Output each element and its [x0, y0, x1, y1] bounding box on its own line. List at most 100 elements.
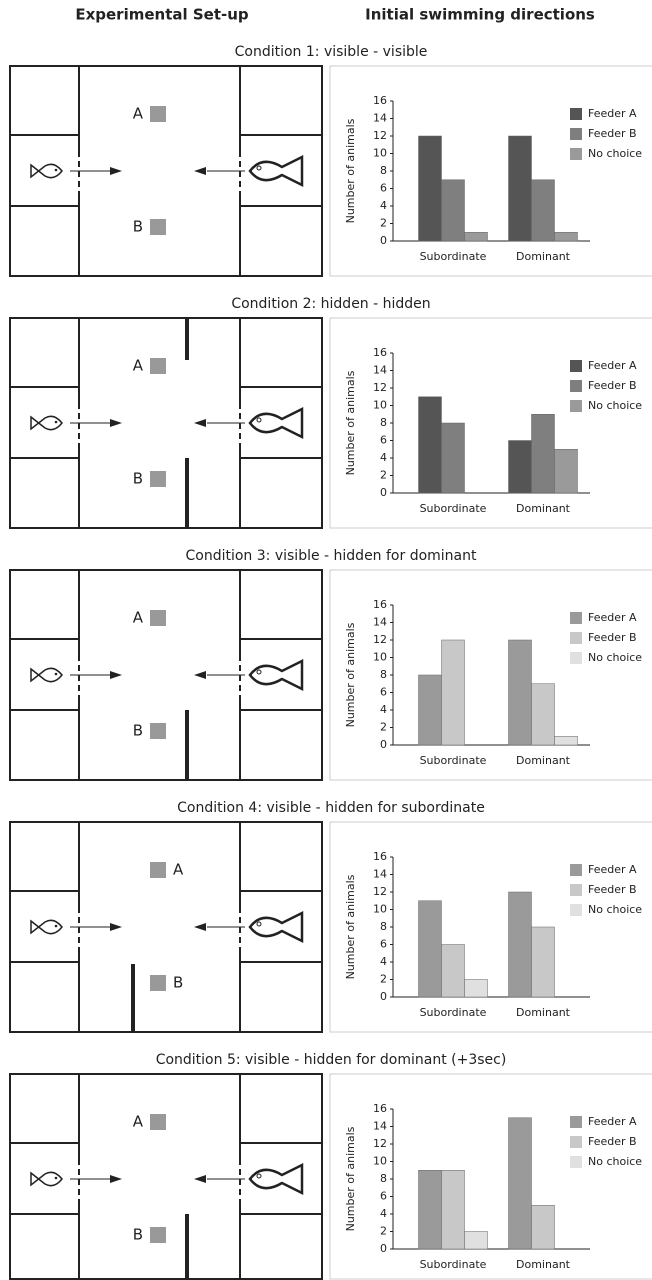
bar [419, 901, 442, 997]
bar [555, 736, 578, 745]
fish-eye [55, 673, 58, 676]
legend-label: Feeder B [588, 883, 637, 896]
y-tick-label: 10 [373, 651, 387, 664]
y-tick-label: 6 [380, 1190, 387, 1203]
arrow-head [194, 167, 206, 175]
feeder [150, 723, 166, 739]
legend-label: Feeder A [588, 359, 637, 372]
legend-swatch [570, 1156, 582, 1168]
legend-label: Feeder B [588, 1135, 637, 1148]
y-tick-label: 0 [380, 738, 387, 751]
y-tick-label: 12 [373, 885, 387, 898]
fish-eye [257, 1174, 261, 1178]
legend-label: No choice [588, 651, 642, 664]
bar [442, 180, 465, 241]
legend-swatch [570, 612, 582, 624]
y-tick-label: 8 [380, 416, 387, 429]
fish-dominant [250, 661, 302, 689]
feeder-label: A [133, 105, 144, 123]
arrow-head [194, 1175, 206, 1183]
y-tick-label: 14 [373, 616, 387, 629]
y-tick-label: 4 [380, 955, 387, 968]
fish-subordinate [31, 1172, 62, 1185]
legend-label: Feeder A [588, 611, 637, 624]
fish-eye [55, 1177, 58, 1180]
y-tick-label: 2 [380, 721, 387, 734]
arrow-head [110, 923, 122, 931]
legend-swatch [570, 400, 582, 412]
feeder [150, 975, 166, 991]
fish-eye [55, 421, 58, 424]
arrow-head [194, 419, 206, 427]
fish-dominant [250, 157, 302, 185]
legend-swatch [570, 904, 582, 916]
arrow-head [110, 1175, 122, 1183]
y-axis-label: Number of animals [344, 622, 357, 727]
fish-subordinate [31, 668, 62, 681]
bar [442, 945, 465, 998]
feeder [150, 471, 166, 487]
bar [555, 449, 578, 493]
legend-swatch [570, 632, 582, 644]
legend-label: Feeder A [588, 107, 637, 120]
x-tick-label: Dominant [516, 250, 571, 263]
setup-diagram: AB [10, 66, 322, 276]
y-tick-label: 2 [380, 1225, 387, 1238]
y-tick-label: 14 [373, 112, 387, 125]
legend-swatch [570, 380, 582, 392]
bar [465, 980, 488, 998]
y-tick-label: 2 [380, 973, 387, 986]
column-header: Initial swimming directions [365, 6, 595, 24]
y-tick-label: 8 [380, 920, 387, 933]
x-tick-label: Subordinate [420, 1258, 487, 1271]
legend-swatch [570, 360, 582, 372]
feeder-label: A [133, 1113, 144, 1131]
legend-label: Feeder A [588, 863, 637, 876]
x-tick-label: Subordinate [420, 1006, 487, 1019]
x-tick-label: Dominant [516, 1258, 571, 1271]
bar [465, 232, 488, 241]
feeder [150, 358, 166, 374]
legend-label: No choice [588, 903, 642, 916]
feeder-label: A [173, 861, 184, 879]
bar [509, 640, 532, 745]
x-tick-label: Dominant [516, 1006, 571, 1019]
bar [419, 1170, 442, 1249]
fish-subordinate [31, 164, 62, 177]
y-tick-label: 14 [373, 364, 387, 377]
y-tick-label: 12 [373, 129, 387, 142]
feeder-label: B [133, 218, 143, 236]
fish-eye [55, 169, 58, 172]
x-tick-label: Subordinate [420, 250, 487, 263]
bar [555, 232, 578, 241]
bar [419, 675, 442, 745]
legend-swatch [570, 1136, 582, 1148]
bar [532, 414, 555, 493]
x-tick-label: Dominant [516, 754, 571, 767]
y-axis-label: Number of animals [344, 118, 357, 223]
bar [442, 640, 465, 745]
y-tick-label: 6 [380, 434, 387, 447]
legend-swatch [570, 652, 582, 664]
y-axis-label: Number of animals [344, 874, 357, 979]
feeder-label: B [133, 722, 143, 740]
fish-eye [55, 925, 58, 928]
x-tick-label: Subordinate [420, 754, 487, 767]
legend-label: Feeder B [588, 127, 637, 140]
fish-dominant [250, 409, 302, 437]
bar [509, 1118, 532, 1249]
legend-label: No choice [588, 1155, 642, 1168]
y-tick-label: 8 [380, 668, 387, 681]
fish-eye [257, 922, 261, 926]
arrow-head [194, 923, 206, 931]
bar [442, 423, 465, 493]
y-axis-label: Number of animals [344, 1126, 357, 1231]
x-tick-label: Subordinate [420, 502, 487, 515]
fish-dominant [250, 1165, 302, 1193]
y-tick-label: 0 [380, 234, 387, 247]
legend-swatch [570, 864, 582, 876]
condition-title: Condition 2: hidden - hidden [231, 296, 430, 312]
y-tick-label: 4 [380, 199, 387, 212]
fish-eye [257, 166, 261, 170]
feeder-label: B [133, 470, 143, 488]
